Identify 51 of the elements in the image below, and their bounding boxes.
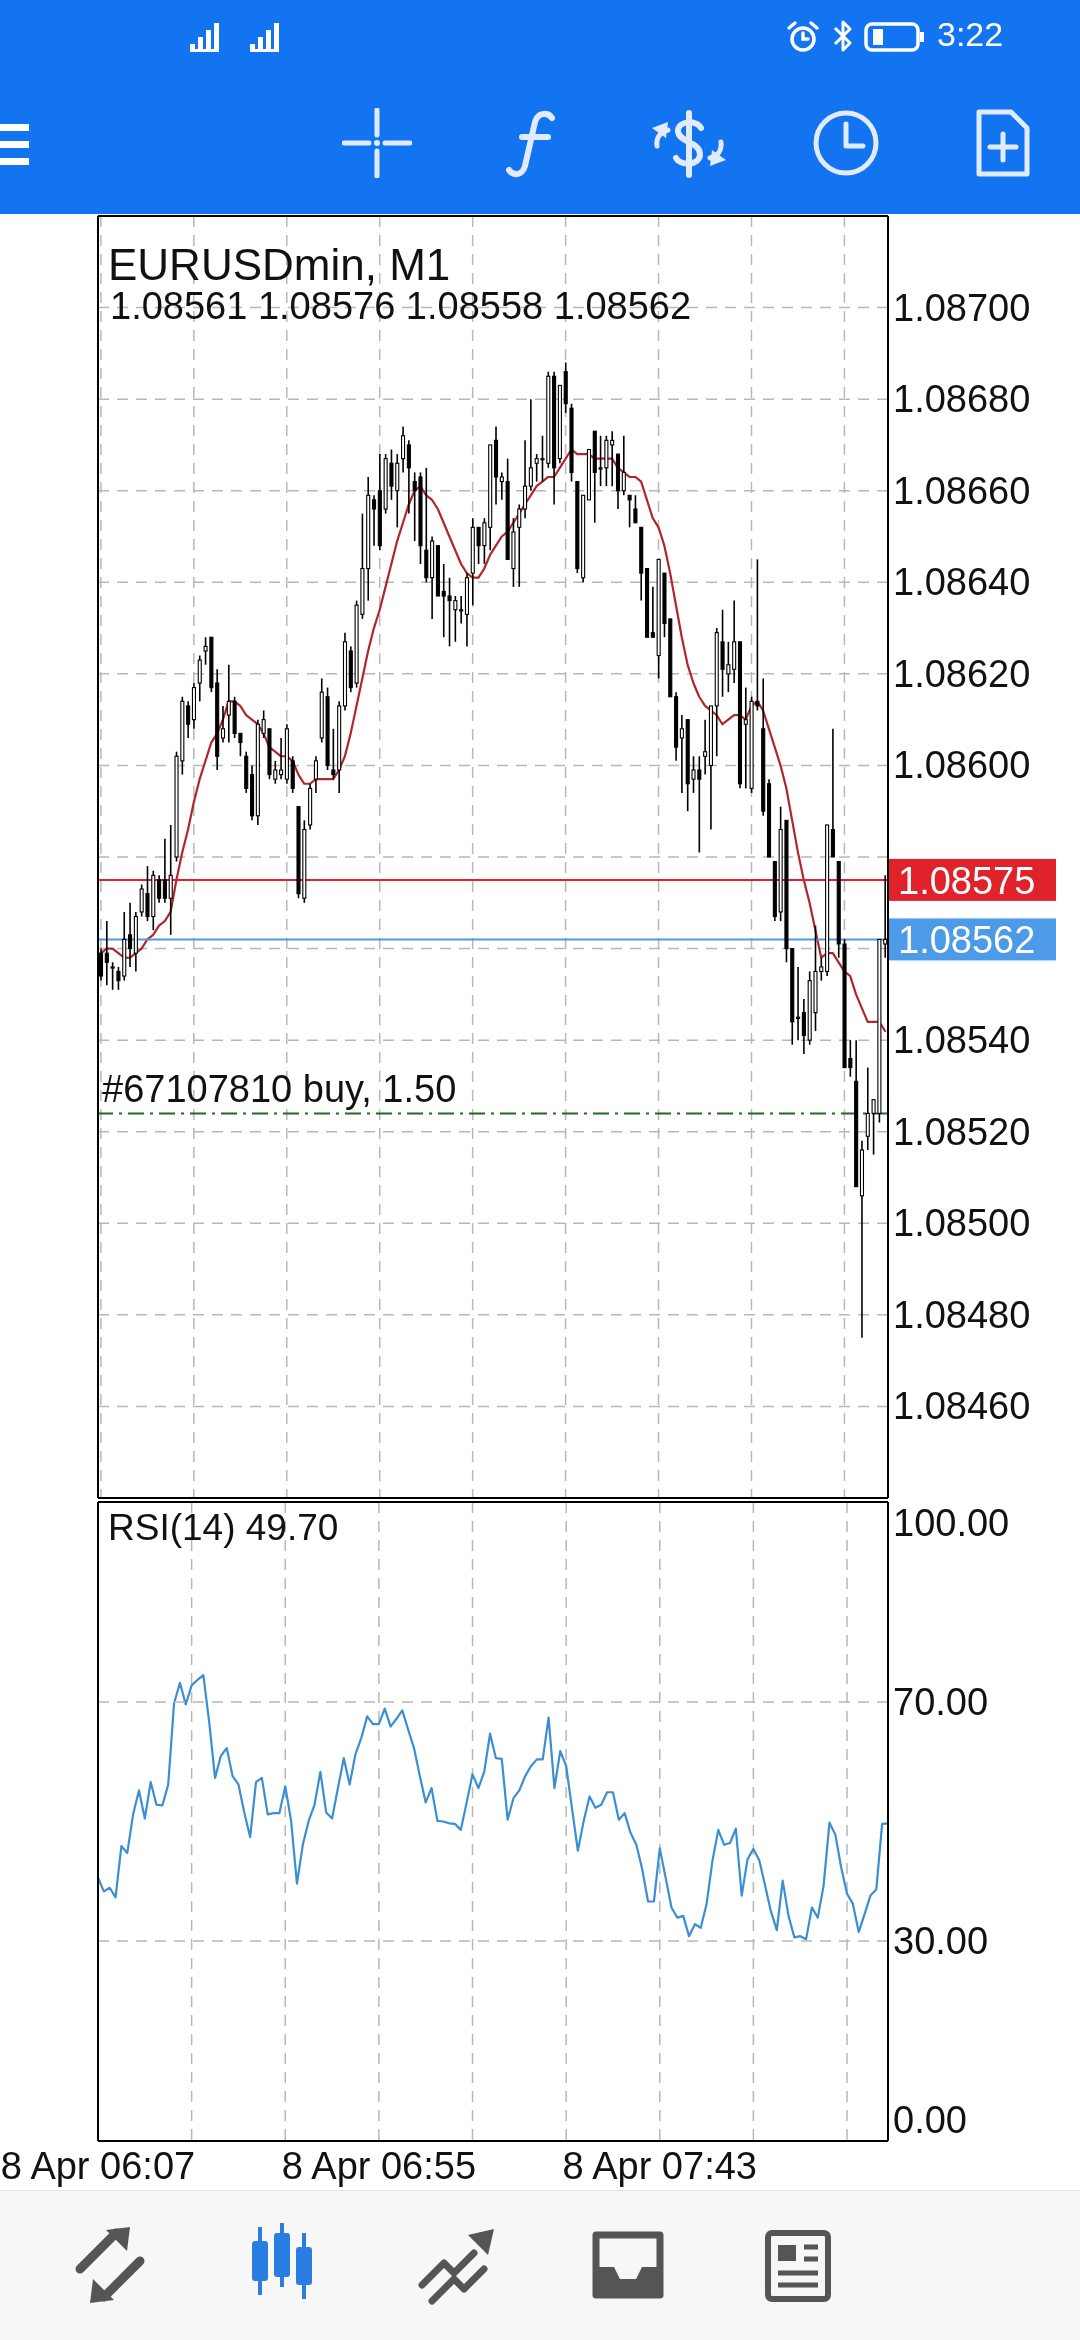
ref-line-label: 1.08575 bbox=[898, 859, 1036, 902]
candlestick bbox=[459, 595, 464, 625]
candlestick bbox=[168, 824, 173, 936]
candlestick bbox=[220, 705, 226, 744]
y-tick-label: 1.08540 bbox=[893, 1019, 1031, 1062]
x-tick-label: 8 Apr 06:07 bbox=[0, 2145, 196, 2187]
y-tick-label: 70.00 bbox=[893, 1681, 989, 1724]
candlestick bbox=[279, 737, 284, 780]
y-tick-label: 1.08480 bbox=[893, 1293, 1031, 1336]
candlestick bbox=[627, 494, 632, 529]
y-tick-label: 30.00 bbox=[893, 1919, 989, 1962]
y-tick-label: 1.08680 bbox=[893, 378, 1031, 421]
candlestick bbox=[128, 901, 133, 968]
candlestick bbox=[162, 837, 167, 904]
candlestick bbox=[401, 425, 406, 474]
y-tick-label: 1.08640 bbox=[893, 561, 1031, 604]
y-tick-label: 0.00 bbox=[893, 2099, 967, 2142]
candlestick bbox=[679, 714, 684, 794]
y-tick-label: 1.08660 bbox=[893, 469, 1031, 512]
candlestick bbox=[186, 700, 191, 739]
candlestick bbox=[406, 439, 411, 515]
line-series bbox=[96, 1674, 890, 1941]
x-tick-label: 8 Apr 07:43 bbox=[562, 2145, 757, 2187]
candlestick bbox=[104, 920, 109, 986]
candlestick bbox=[703, 718, 708, 776]
y-tick-label: 100.00 bbox=[893, 1501, 1010, 1544]
candlestick bbox=[801, 998, 806, 1055]
text: 3:22 bbox=[937, 15, 1004, 54]
candlestick bbox=[313, 755, 318, 794]
y-tick-label: 1.08600 bbox=[893, 744, 1031, 787]
ref-line-label: #67107810 buy, 1.50 bbox=[102, 1068, 457, 1111]
y-tick-label: 1.08500 bbox=[893, 1202, 1031, 1245]
candlestick bbox=[110, 961, 115, 991]
y-tick-label: 1.08520 bbox=[893, 1110, 1031, 1153]
candlestick bbox=[517, 503, 522, 588]
candlestick bbox=[523, 439, 528, 519]
candlestick bbox=[633, 494, 638, 524]
candlestick bbox=[371, 494, 377, 547]
candlestick bbox=[796, 966, 801, 1041]
x-tick-label: 8 Apr 06:55 bbox=[281, 2145, 477, 2187]
candlestick bbox=[528, 398, 533, 492]
y-tick-label: 1.08460 bbox=[893, 1385, 1031, 1428]
y-tick-label: 1.08700 bbox=[893, 286, 1031, 329]
candlestick bbox=[157, 874, 162, 904]
y-tick-label: 1.08620 bbox=[893, 652, 1031, 695]
candlestick bbox=[197, 654, 202, 703]
candlestick bbox=[650, 586, 655, 639]
chart-title: RSI(14) 49.70 bbox=[108, 1507, 339, 1549]
candlestick bbox=[621, 434, 626, 497]
line-series bbox=[99, 448, 887, 1033]
ref-line-label: 1.08562 bbox=[898, 919, 1036, 962]
